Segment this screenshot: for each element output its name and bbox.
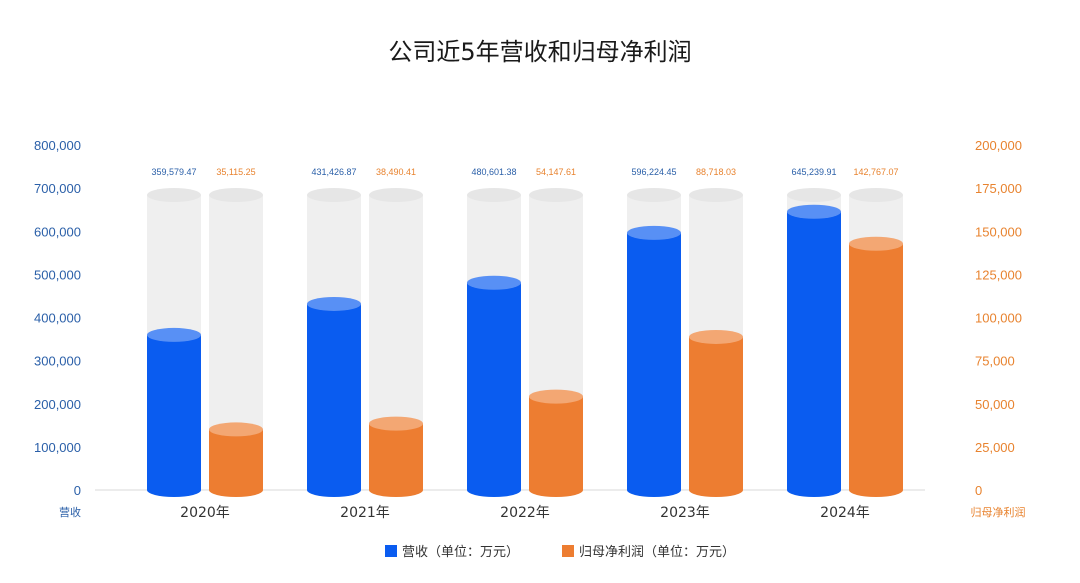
data-labels: 359,579.47 35,115.25 431,426.87 38,490.41 48… [151, 167, 898, 177]
bar-net-profit [369, 423, 423, 490]
bar-revenue-cap [627, 225, 681, 240]
left-tick-label: 600,000 [34, 224, 81, 239]
bar-revenue-cap [467, 275, 521, 290]
bar-background-cap [849, 188, 903, 202]
legend-swatch-net-profit [562, 545, 574, 557]
legend-label-net-profit: 归母净利润（单位：万元） [579, 545, 735, 560]
bar-revenue [627, 232, 681, 490]
bar-revenue-cap [147, 327, 201, 342]
category-labels: 2020年 2021年 2022年 2023年 2024年 [180, 505, 870, 521]
bar-revenue-cap [307, 296, 361, 311]
bars [147, 188, 903, 497]
bar-net-profit [689, 336, 743, 490]
right-tick-label: 50,000 [975, 397, 1015, 412]
bar-background-cap [147, 188, 201, 202]
category-label: 2023年 [660, 505, 710, 521]
legend: 营收（单位：万元） 归母净利润（单位：万元） [385, 545, 735, 560]
left-axis-ticks: 0 100,000 200,000 300,000 400,000 500,000 600,… [34, 138, 81, 498]
legend-label-revenue: 营收（单位：万元） [402, 545, 519, 560]
category-label: 2022年 [500, 505, 550, 521]
right-tick-label: 125,000 [975, 267, 1022, 282]
data-label: 645,239.91 [791, 167, 836, 177]
right-tick-label: 150,000 [975, 224, 1022, 239]
data-label: 431,426.87 [311, 167, 356, 177]
bar-net-profit-cap [529, 389, 583, 404]
bar-net-profit-cap [689, 329, 743, 344]
bar-net-profit-cap [369, 416, 423, 431]
bar-background-cap [529, 188, 583, 202]
bar-revenue [307, 303, 361, 490]
bar-background-cap [209, 188, 263, 202]
right-tick-label: 100,000 [975, 311, 1022, 326]
bar-net-profit [529, 396, 583, 490]
right-tick-label: 0 [975, 483, 982, 498]
right-axis-title: 归母净利润 [971, 505, 1026, 519]
left-tick-label: 200,000 [34, 397, 81, 412]
bar-background-cap [369, 188, 423, 202]
chart-title: 公司近5年营收和归母净利润 [388, 38, 691, 66]
data-label: 88,718.03 [696, 167, 736, 177]
left-tick-label: 300,000 [34, 354, 81, 369]
left-tick-label: 400,000 [34, 311, 81, 326]
legend-swatch-revenue [385, 545, 397, 557]
right-tick-label: 200,000 [975, 138, 1022, 153]
bar-net-profit-cap [849, 236, 903, 251]
right-axis-ticks: 0 25,000 50,000 75,000 100,000 125,000 150,000… [975, 138, 1022, 498]
category-label: 2021年 [340, 505, 390, 521]
left-tick-label: 800,000 [34, 138, 81, 153]
right-tick-label: 25,000 [975, 440, 1015, 455]
right-tick-label: 75,000 [975, 354, 1015, 369]
bar-net-profit-cap [209, 422, 263, 437]
bar-revenue [467, 282, 521, 490]
data-label: 142,767.07 [853, 167, 898, 177]
bar-background-cap [689, 188, 743, 202]
data-label: 480,601.38 [471, 167, 516, 177]
data-label: 359,579.47 [151, 167, 196, 177]
data-label: 54,147.61 [536, 167, 576, 177]
bar-background-cap [307, 188, 361, 202]
left-tick-label: 700,000 [34, 181, 81, 196]
right-tick-label: 175,000 [975, 181, 1022, 196]
left-tick-label: 100,000 [34, 440, 81, 455]
bar-net-profit [209, 429, 263, 490]
bar-revenue [147, 334, 201, 490]
bar-net-profit [849, 243, 903, 490]
left-tick-label: 500,000 [34, 267, 81, 282]
data-label: 596,224.45 [631, 167, 676, 177]
left-axis-title: 营收 [59, 505, 81, 519]
data-label: 38,490.41 [376, 167, 416, 177]
bar-background-cap [627, 188, 681, 202]
category-label: 2024年 [820, 505, 870, 521]
bar-revenue-cap [787, 204, 841, 219]
category-label: 2020年 [180, 505, 230, 521]
bar-background-cap [467, 188, 521, 202]
left-tick-label: 0 [74, 483, 81, 498]
data-label: 35,115.25 [216, 167, 255, 177]
bar-background-cap [787, 188, 841, 202]
bar-revenue [787, 211, 841, 490]
